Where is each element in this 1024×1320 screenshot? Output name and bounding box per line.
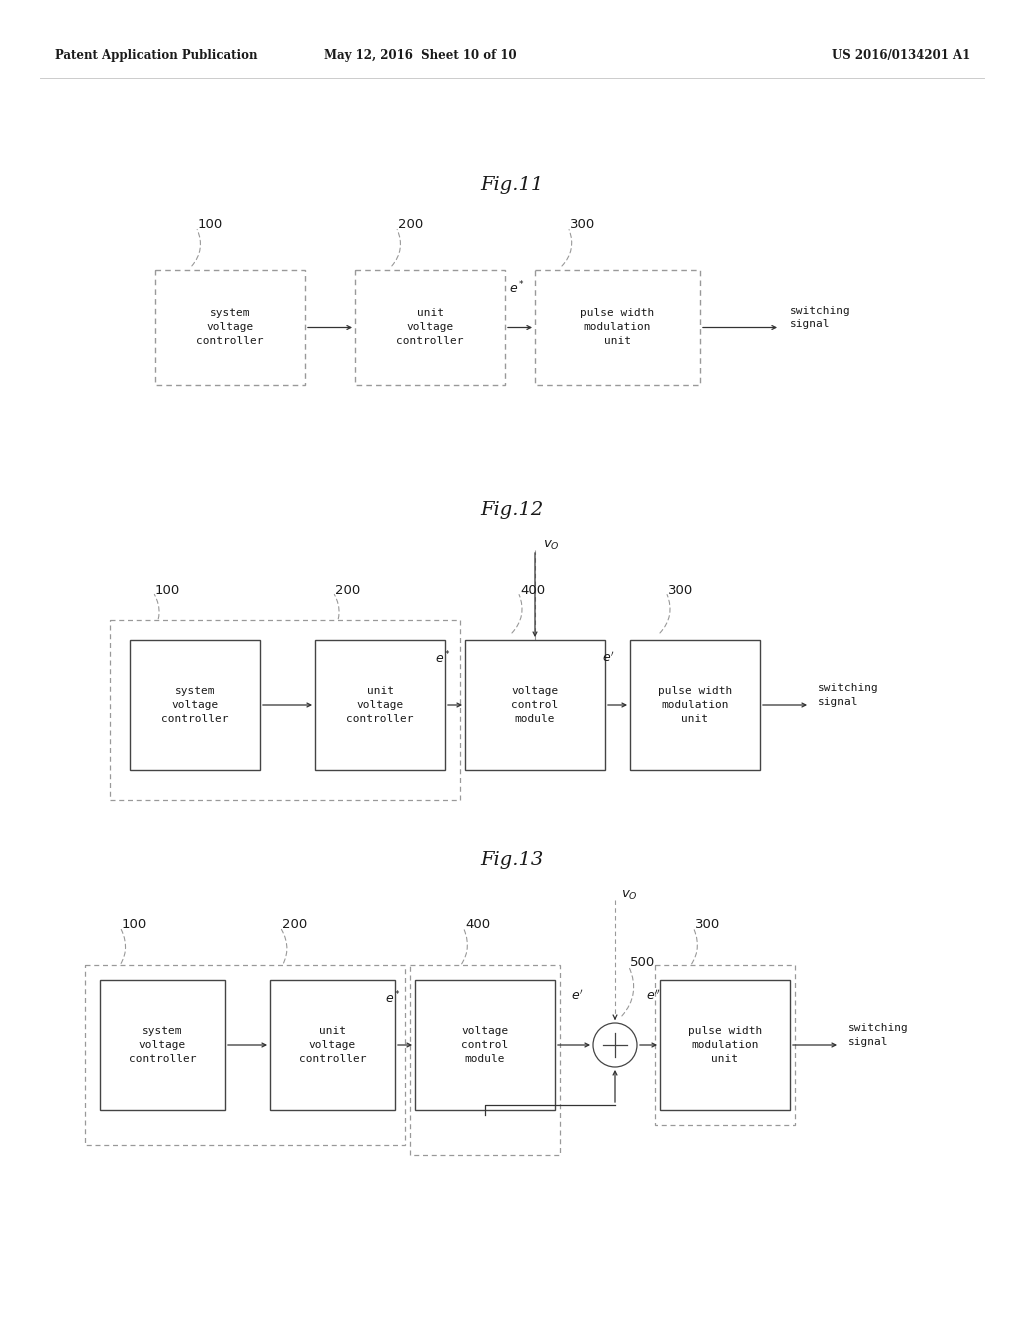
Bar (655, 965, 795, 1125)
Text: system
voltage
controller: system voltage controller (129, 1026, 197, 1064)
Bar (410, 965, 560, 1155)
Bar (355, 271, 505, 385)
FancyArrowPatch shape (332, 594, 339, 632)
Text: $e'$: $e'$ (570, 989, 584, 1003)
Text: 200: 200 (282, 919, 307, 932)
Text: $e^*$: $e^*$ (435, 649, 452, 667)
Text: 100: 100 (122, 919, 147, 932)
Text: pulse width
modulation
unit: pulse width modulation unit (581, 309, 654, 346)
Text: $e^*$: $e^*$ (509, 280, 525, 296)
Text: switching
signal: switching signal (848, 1023, 908, 1047)
Text: Fig.12: Fig.12 (480, 502, 544, 519)
Bar (130, 640, 260, 770)
FancyArrowPatch shape (457, 929, 467, 970)
Text: $v_O$: $v_O$ (621, 888, 638, 902)
Text: switching
signal: switching signal (818, 684, 879, 706)
FancyArrowPatch shape (280, 929, 287, 970)
Text: 200: 200 (335, 583, 360, 597)
Bar (315, 640, 445, 770)
Bar (630, 640, 760, 770)
Text: 100: 100 (198, 219, 223, 231)
Text: 200: 200 (398, 219, 423, 231)
Text: $v_O$: $v_O$ (543, 539, 560, 552)
FancyArrowPatch shape (191, 230, 201, 265)
Bar (110, 620, 460, 800)
FancyArrowPatch shape (152, 594, 159, 632)
Text: system
voltage
controller: system voltage controller (161, 686, 228, 723)
Text: Fig.11: Fig.11 (480, 176, 544, 194)
Bar (155, 271, 305, 385)
Circle shape (593, 1023, 637, 1067)
Text: 400: 400 (520, 583, 545, 597)
Bar (415, 979, 555, 1110)
Text: pulse width
modulation
unit: pulse width modulation unit (657, 686, 732, 723)
Text: 100: 100 (155, 583, 180, 597)
Text: Fig.13: Fig.13 (480, 851, 544, 869)
Text: voltage
control
module: voltage control module (511, 686, 559, 723)
Text: US 2016/0134201 A1: US 2016/0134201 A1 (831, 49, 970, 62)
Bar (100, 979, 225, 1110)
Bar (270, 979, 395, 1110)
FancyArrowPatch shape (512, 594, 522, 634)
Text: 300: 300 (570, 219, 595, 231)
Bar (465, 640, 605, 770)
FancyArrowPatch shape (392, 230, 400, 265)
Bar (85, 965, 406, 1144)
Text: voltage
control
module: voltage control module (462, 1026, 509, 1064)
FancyArrowPatch shape (687, 929, 697, 970)
Bar (535, 271, 700, 385)
Text: $e''$: $e''$ (645, 989, 660, 1003)
Text: 300: 300 (695, 919, 720, 932)
Text: unit
voltage
controller: unit voltage controller (299, 1026, 367, 1064)
Text: 500: 500 (630, 957, 655, 969)
Text: 400: 400 (465, 919, 490, 932)
Bar (660, 979, 790, 1110)
FancyArrowPatch shape (622, 968, 634, 1016)
FancyArrowPatch shape (117, 929, 126, 970)
Text: Patent Application Publication: Patent Application Publication (55, 49, 257, 62)
Text: $e^*$: $e^*$ (385, 990, 401, 1006)
Text: system
voltage
controller: system voltage controller (197, 309, 264, 346)
Text: unit
voltage
controller: unit voltage controller (396, 309, 464, 346)
Text: May 12, 2016  Sheet 10 of 10: May 12, 2016 Sheet 10 of 10 (324, 49, 516, 62)
FancyArrowPatch shape (659, 594, 670, 634)
FancyArrowPatch shape (562, 230, 571, 267)
Text: switching
signal: switching signal (790, 306, 851, 329)
Text: 300: 300 (668, 583, 693, 597)
Text: $e'$: $e'$ (602, 651, 614, 665)
Text: pulse width
modulation
unit: pulse width modulation unit (688, 1026, 762, 1064)
Text: unit
voltage
controller: unit voltage controller (346, 686, 414, 723)
